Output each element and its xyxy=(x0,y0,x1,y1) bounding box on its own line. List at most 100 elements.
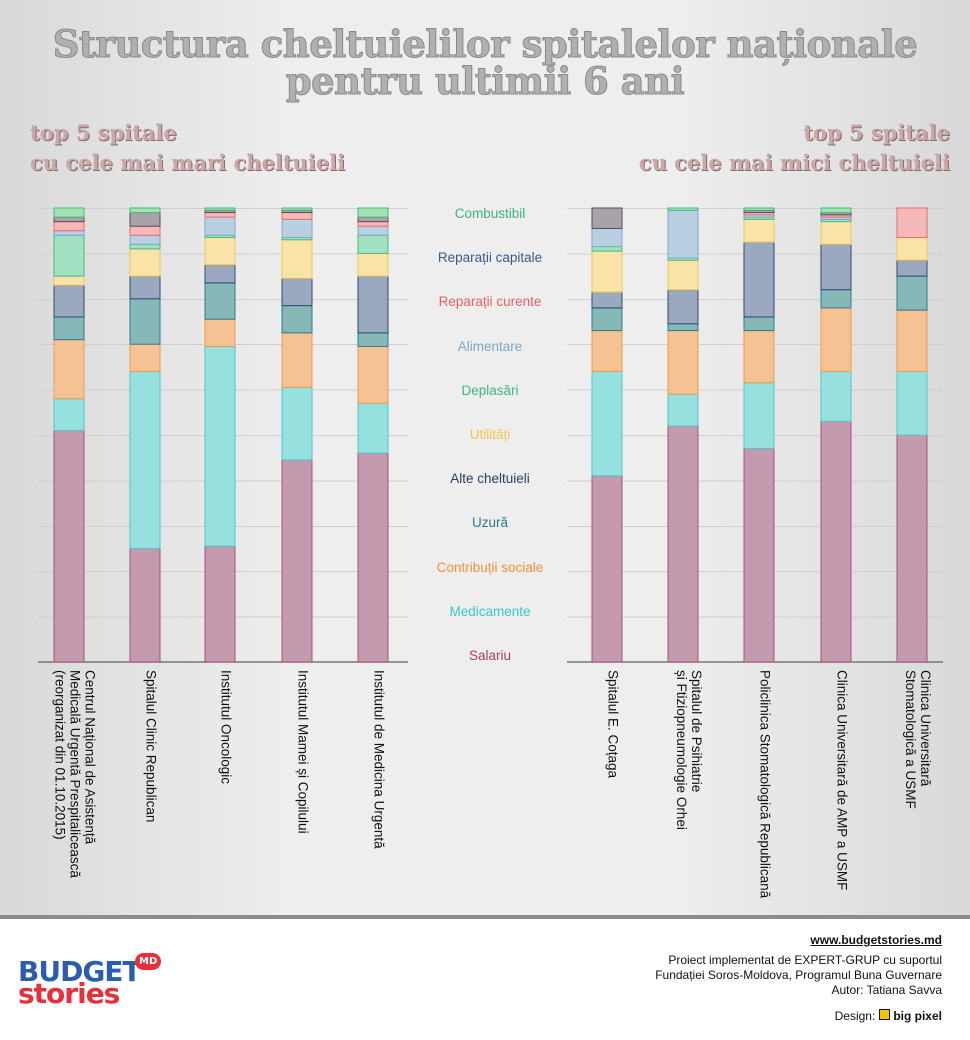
bar-segment xyxy=(53,339,85,400)
bar-segment xyxy=(896,434,928,663)
legend-entry: Reparații curente xyxy=(438,294,542,310)
bar-segment xyxy=(129,207,161,214)
bar-segment xyxy=(820,289,852,309)
bar-segment xyxy=(281,332,313,388)
x-tick-label: Institutul Mamei și Copilului xyxy=(295,670,311,834)
legend-entry: Medicamente xyxy=(449,603,531,619)
bar-segment xyxy=(53,234,85,277)
bar-segment xyxy=(204,264,236,284)
bar-segment xyxy=(129,225,161,236)
chart-title: Structura cheltuielilor spitalelor națio… xyxy=(52,22,918,103)
credit-line: Autor: Tatiana Savva xyxy=(831,983,942,997)
bar-segment xyxy=(204,212,236,218)
bar-segment xyxy=(357,225,389,236)
legend-entry: Uzură xyxy=(471,515,508,531)
bar-segment xyxy=(53,429,85,663)
bar-segment xyxy=(820,243,852,291)
x-tick-label: Clinica Universitară de AMP a USMF xyxy=(834,670,850,891)
credits: Proiect implementat de EXPERT-GRUP cu su… xyxy=(655,953,942,998)
x-tick-label: Centrul Național de Asistență Medicală U… xyxy=(52,670,98,878)
design-credit: Design: big pixel xyxy=(835,1009,942,1023)
bar-segment xyxy=(357,216,389,223)
bar-segment xyxy=(281,459,313,663)
bar-segment xyxy=(896,207,928,239)
bar-segment xyxy=(129,243,161,250)
bar-segment xyxy=(53,221,85,232)
bar-segment xyxy=(591,227,623,248)
chart xyxy=(38,207,943,663)
bar-segment xyxy=(591,207,623,229)
bar-segment xyxy=(204,237,236,266)
bar-segment xyxy=(53,316,85,341)
credit-line: Fundației Soros-Moldova, Programul Buna … xyxy=(655,968,942,982)
bar-segment xyxy=(743,241,775,318)
bar-segment xyxy=(667,259,699,291)
x-tick-label: Spitalul E. Coțaga xyxy=(605,670,621,779)
bar-segment xyxy=(743,316,775,332)
bar-segment xyxy=(667,207,699,211)
bar-segment xyxy=(204,207,236,211)
bar-segment xyxy=(129,370,161,549)
credit-line: Proiect implementat de EXPERT-GRUP cu su… xyxy=(668,953,942,967)
x-tick-label: Institutul Oncologic xyxy=(218,670,234,785)
bar-segment xyxy=(896,259,928,277)
bar-segment xyxy=(591,246,623,252)
bar-segment xyxy=(129,343,161,372)
bar-segment xyxy=(743,382,775,450)
bar-segment xyxy=(281,305,313,334)
footer: BUDGET MD stories www.budgetstories.md P… xyxy=(0,915,970,1040)
bar-segment xyxy=(667,393,699,427)
bar-segment xyxy=(204,345,236,547)
bar-segment xyxy=(820,420,852,663)
bar-segment xyxy=(667,209,699,259)
x-tick-label: Clinica Universitară Stomatologică a USM… xyxy=(903,670,933,809)
bar-segment xyxy=(591,250,623,293)
bar-segment xyxy=(591,291,623,309)
bar-segment xyxy=(820,370,852,422)
legend-entry: Alimentare xyxy=(457,338,523,354)
bar-segment xyxy=(896,237,928,261)
bar-segment xyxy=(591,330,623,372)
bar-segment xyxy=(281,218,313,239)
logo-text: stories xyxy=(18,977,120,1010)
bar-segment xyxy=(357,252,389,277)
bar-segment xyxy=(591,370,623,477)
bar-segment xyxy=(204,282,236,320)
bar-segment xyxy=(281,386,313,461)
bar-segment xyxy=(53,275,85,286)
bar-segment xyxy=(129,275,161,300)
bar-segment xyxy=(667,323,699,332)
bar-segment xyxy=(667,330,699,395)
logo-text: BUDGET xyxy=(18,955,142,988)
x-tick-label: Institutul de Medicina Urgentă xyxy=(371,670,387,849)
legend-entry: Reparații capitale xyxy=(437,250,543,266)
logo-badge: MD xyxy=(135,953,162,970)
bar-segment xyxy=(667,425,699,663)
bar-segment xyxy=(357,221,389,227)
bar-segment xyxy=(204,545,236,663)
legend-entry: Alte cheltuieli xyxy=(450,471,530,487)
bar-segment xyxy=(53,216,85,223)
bar-segment xyxy=(357,234,389,254)
bar-segment xyxy=(896,309,928,372)
bar-segment xyxy=(129,212,161,227)
x-tick-label: Spitalul de Psihiatrie și Ftiziopneumolo… xyxy=(674,670,704,830)
bar-segment xyxy=(129,248,161,277)
bar-segment xyxy=(743,207,775,211)
url[interactable]: www.budgetstories.md xyxy=(810,933,942,947)
bar-segment xyxy=(281,239,313,279)
x-tick-label: Spitalul Clinic Republican xyxy=(143,670,159,823)
bar-segment xyxy=(357,207,389,218)
bar-segment xyxy=(743,218,775,243)
legend-entry: Deplasări xyxy=(461,382,519,398)
legend-entry: Combustibil xyxy=(454,206,526,221)
bar-segment xyxy=(357,402,389,454)
design-icon xyxy=(879,1009,891,1020)
bar-segment xyxy=(667,289,699,325)
bar-segment xyxy=(357,332,389,347)
bar-segment xyxy=(357,345,389,404)
bar-segment xyxy=(129,234,161,245)
bar-segment xyxy=(357,275,389,334)
bar-segment xyxy=(820,207,852,214)
bar-segment xyxy=(357,452,389,663)
